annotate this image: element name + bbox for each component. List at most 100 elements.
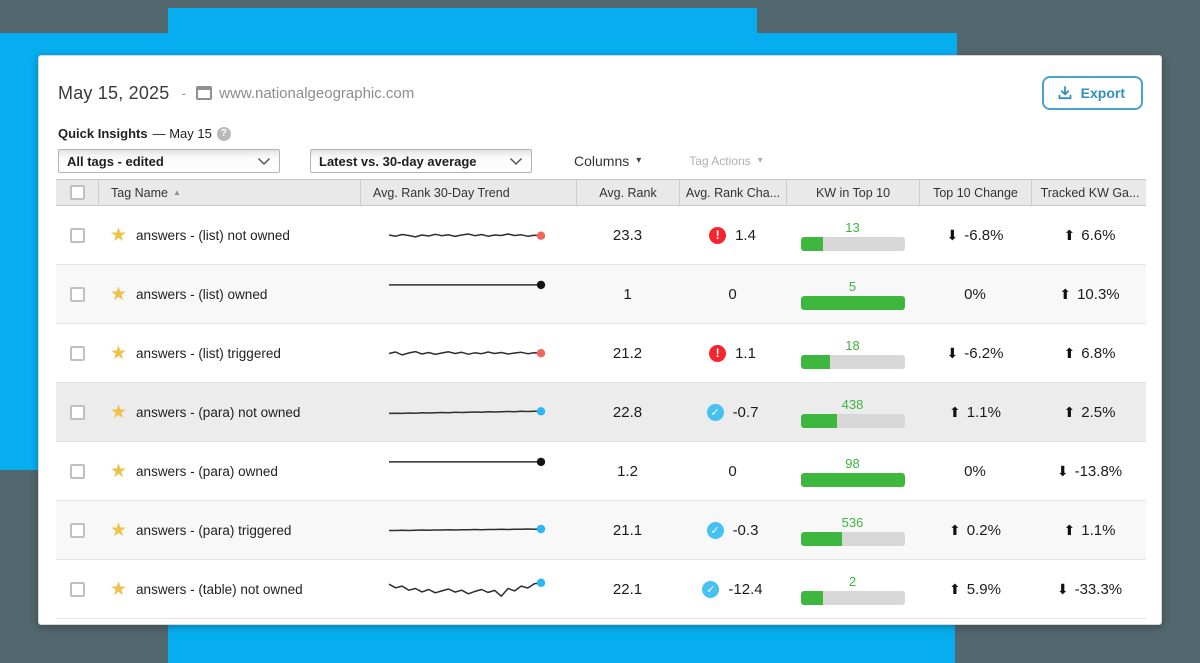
card-header: May 15, 2025 - www.nationalgeographic.co… — [39, 56, 1161, 110]
row-checkbox[interactable] — [69, 345, 85, 361]
table-row[interactable]: ★ answers - (para) owned 1.2 0 98 0% ⬇ — [56, 442, 1146, 501]
tag-actions-menu-button[interactable]: Tag Actions ▾ — [689, 154, 762, 168]
row-check-cell — [56, 206, 98, 264]
column-header-avg-rank[interactable]: Avg. Rank — [576, 180, 679, 205]
row-checkbox[interactable] — [69, 286, 85, 302]
filter-toolbar: All tags - edited Latest vs. 30-day aver… — [39, 141, 1161, 173]
top10-change-cell: ⬆ 5.9% — [919, 560, 1031, 618]
avg-rank-change-value: -12.4 — [728, 580, 763, 598]
rank-change-status-icon: ✓ — [706, 403, 724, 421]
export-button-label: Export — [1080, 85, 1125, 101]
avg-rank-value: 23.3 — [612, 226, 643, 244]
star-icon[interactable]: ★ — [110, 224, 128, 246]
rank-change-status-icon: ! — [709, 344, 727, 362]
tracked-kw-value: 10.3% — [1077, 285, 1120, 303]
column-header-tag-name[interactable]: Tag Name ▲ — [98, 180, 360, 205]
tracked-kw-value: 1.1% — [1081, 521, 1116, 539]
quick-insights-subtitle: — May 15 — [152, 126, 212, 141]
kw-top10-bar: 438 — [800, 397, 905, 428]
rank-change-status-icon: ! — [709, 226, 727, 244]
column-header-avg-rank-30-day-trend[interactable]: Avg. Rank 30-Day Trend — [360, 180, 576, 205]
rank-change-status-icon: ✓ — [702, 580, 720, 598]
quick-insights-title: Quick Insights — [58, 126, 148, 141]
site-url: www.nationalgeographic.com — [219, 84, 415, 102]
top10-change-cell: 0% — [919, 265, 1031, 323]
site-window-icon — [196, 86, 213, 100]
top10-change-value: 5.9% — [966, 580, 1001, 598]
tag-actions-menu-label: Tag Actions — [689, 154, 751, 168]
columns-menu-button[interactable]: Columns ▾ — [574, 153, 641, 169]
top10-change-value: 0.2% — [966, 521, 1001, 539]
table-row[interactable]: ★ answers - (para) triggered 21.1 ✓ -0.3… — [56, 501, 1146, 560]
kw-top10-bar: 5 — [800, 279, 905, 310]
comparison-select[interactable]: Latest vs. 30-day average — [310, 149, 532, 173]
kw-top10-cell: 5 — [786, 265, 919, 323]
tag-name-label: answers - (table) not owned — [136, 581, 303, 597]
columns-menu-label: Columns — [574, 153, 630, 169]
row-checkbox[interactable] — [69, 463, 85, 479]
column-header-label: Tag Name — [111, 185, 168, 200]
row-checkbox[interactable] — [69, 227, 85, 243]
top10-change-cell: 0% — [919, 442, 1031, 500]
tracked-kw-value: 6.8% — [1081, 344, 1116, 362]
table-row[interactable]: ★ answers - (list) owned 1 0 5 0% ⬆ — [56, 265, 1146, 324]
rank-change-status-icon: ✓ — [706, 521, 724, 539]
column-header-kw-in-top-10[interactable]: KW in Top 10 — [786, 180, 919, 205]
tag-name-cell: ★ answers - (table) not owned — [98, 560, 360, 618]
star-icon[interactable]: ★ — [110, 460, 128, 482]
star-icon[interactable]: ★ — [110, 401, 128, 423]
insights-table: Tag Name ▲ Avg. Rank 30-Day Trend Avg. Rank… — [56, 179, 1146, 619]
kw-top10-bar-fill — [800, 413, 837, 428]
rank-trend-cell — [360, 560, 576, 618]
table-row[interactable]: ★ answers - (para) not owned 22.8 ✓ -0.7… — [56, 383, 1146, 442]
avg-rank-value: 21.1 — [612, 521, 643, 539]
table-row[interactable]: ★ answers - (list) triggered 21.2 ! 1.1 … — [56, 324, 1146, 383]
row-checkbox[interactable] — [69, 581, 85, 597]
column-header-label: KW in Top 10 — [815, 185, 891, 200]
top10-change-arrow-icon: ⬇ — [946, 227, 959, 243]
tag-filter-select[interactable]: All tags - edited — [58, 149, 280, 173]
star-icon[interactable]: ★ — [110, 342, 128, 364]
table-row[interactable]: ★ answers - (table) not owned 22.1 ✓ -12… — [56, 560, 1146, 619]
tag-name-label: answers - (para) not owned — [136, 404, 301, 420]
tracked-kw-cell: ⬆ 1.1% — [1031, 501, 1148, 559]
avg-rank-value: 21.2 — [612, 344, 643, 362]
kw-top10-cell: 2 — [786, 560, 919, 618]
avg-rank-cell: 22.8 — [576, 383, 679, 441]
tracked-kw-arrow-icon: ⬇ — [1056, 463, 1069, 479]
avg-rank-change-cell: 0 — [679, 265, 786, 323]
column-header-avg-rank-cha[interactable]: Avg. Rank Cha... — [679, 180, 786, 205]
star-icon[interactable]: ★ — [110, 283, 128, 305]
avg-rank-change-cell: ✓ -0.7 — [679, 383, 786, 441]
row-check-cell — [56, 265, 98, 323]
rank-trend-cell — [360, 206, 576, 264]
rank-trend-sparkline — [388, 578, 546, 597]
column-header-tracked-kw-ga[interactable]: Tracked KW Ga... — [1031, 180, 1148, 205]
rank-trend-sparkline — [389, 280, 546, 290]
row-checkbox[interactable] — [69, 404, 85, 420]
download-icon — [1058, 86, 1072, 100]
row-checkbox[interactable] — [69, 522, 85, 538]
kw-top10-bar-track — [800, 354, 905, 369]
rank-trend-sparkline — [388, 231, 546, 240]
table-row[interactable]: ★ answers - (list) not owned 23.3 ! 1.4 … — [56, 206, 1146, 265]
tracked-kw-cell: ⬇ -33.3% — [1031, 560, 1148, 618]
tracked-kw-cell: ⬆ 2.5% — [1031, 383, 1148, 441]
table-header-row: Tag Name ▲ Avg. Rank 30-Day Trend Avg. Rank… — [56, 179, 1146, 206]
kw-top10-bar: 98 — [800, 456, 905, 487]
star-icon[interactable]: ★ — [110, 578, 128, 600]
chevron-down-icon — [509, 157, 523, 165]
chevron-down-icon — [257, 157, 271, 165]
select-all-checkbox[interactable] — [69, 185, 85, 200]
help-icon[interactable]: ? — [216, 126, 231, 141]
column-header-top-10-change[interactable]: Top 10 Change — [919, 180, 1031, 205]
avg-rank-cell: 22.1 — [576, 560, 679, 618]
column-header-label: Avg. Rank Cha... — [685, 185, 781, 200]
top10-change-arrow-icon: ⬆ — [949, 581, 961, 597]
tracked-kw-cell: ⬆ 6.8% — [1031, 324, 1148, 382]
export-button[interactable]: Export — [1041, 76, 1143, 110]
star-icon[interactable]: ★ — [110, 519, 128, 541]
rank-trend-cell — [360, 383, 576, 441]
column-header-label: Avg. Rank 30-Day Trend — [373, 185, 510, 200]
rank-trend-sparkline — [389, 457, 546, 467]
